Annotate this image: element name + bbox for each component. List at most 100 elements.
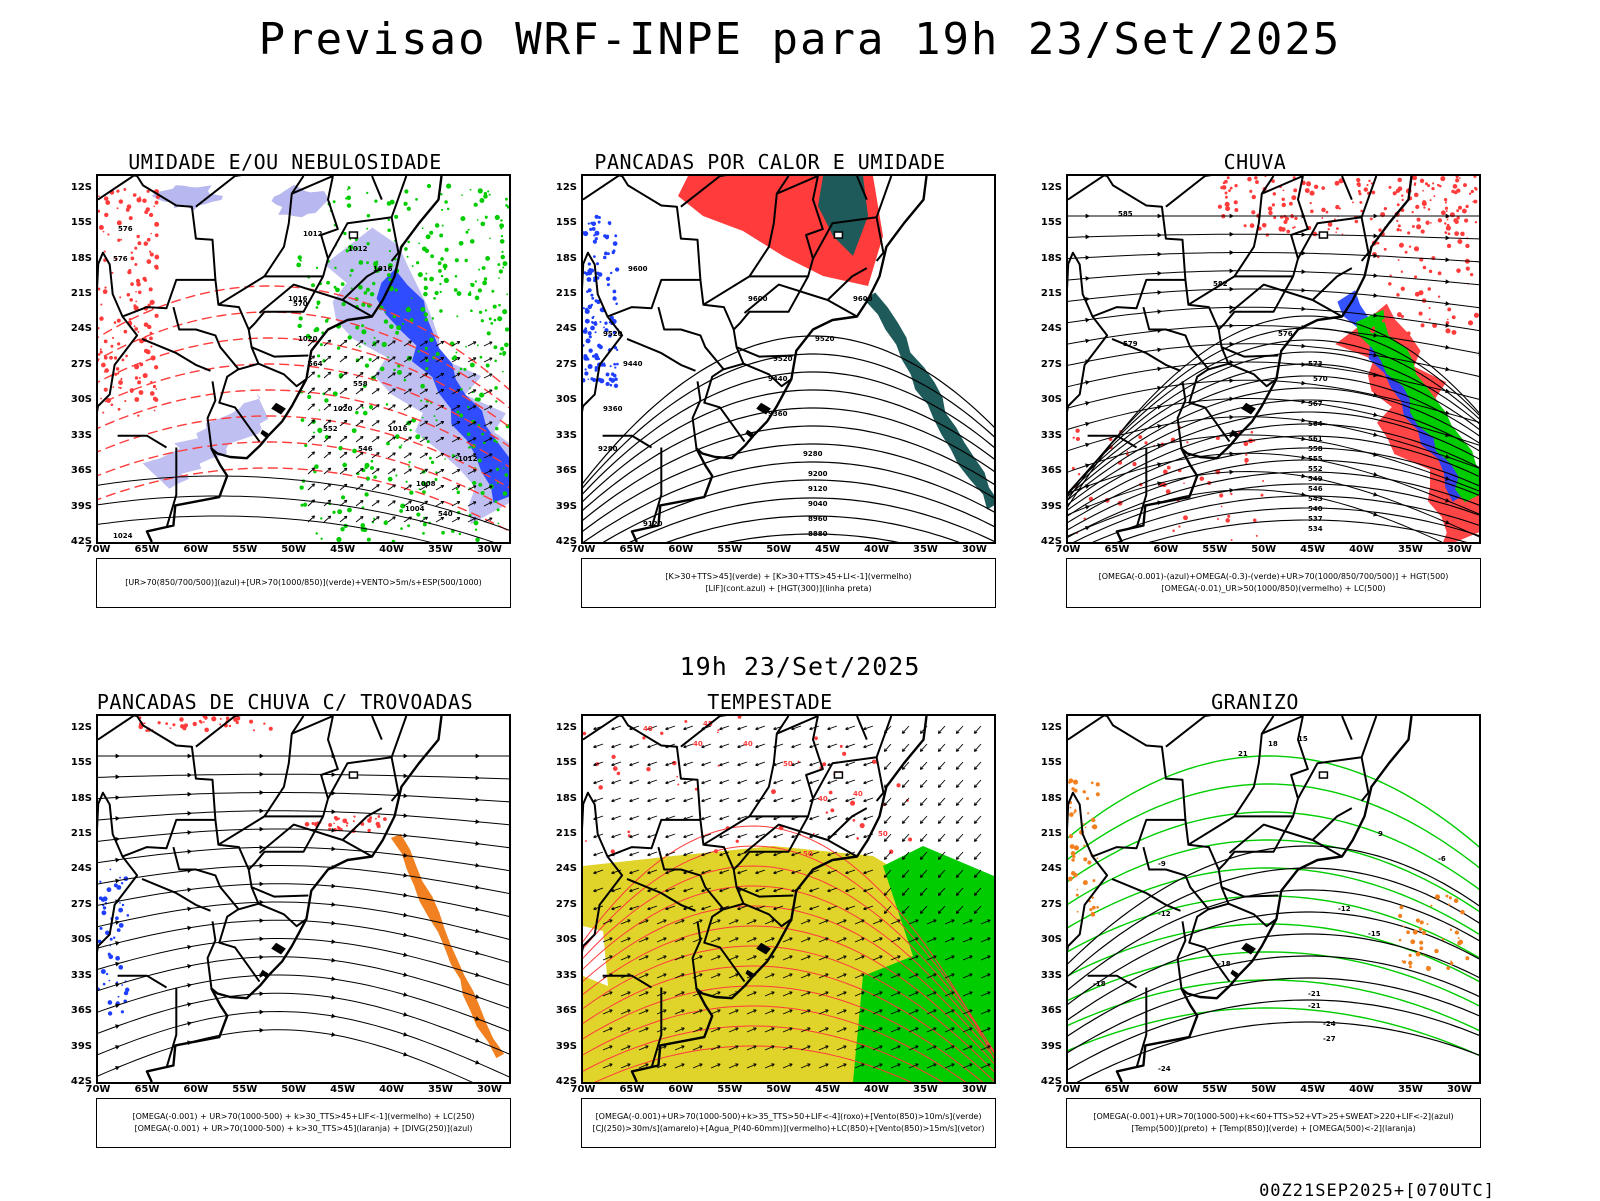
longitude-label: 60W — [1146, 1084, 1186, 1095]
streamlines — [98, 754, 509, 1082]
latitude-label: 12S — [1034, 182, 1062, 193]
contour-label: 1012 — [303, 230, 323, 238]
latitude-label: 12S — [1034, 722, 1062, 733]
longitude-label: 50W — [274, 1084, 314, 1095]
longitude-label: 55W — [225, 1084, 265, 1095]
contour-label: 9600 — [628, 265, 648, 273]
longitude-label: 65W — [1097, 544, 1137, 555]
longitude-label: 30W — [954, 544, 994, 555]
contour-label: 564 — [1308, 420, 1323, 428]
political-border — [259, 364, 307, 387]
longitude-label: 45W — [323, 544, 363, 555]
latitude-label: 21S — [549, 828, 577, 839]
coastline — [147, 716, 442, 1082]
contour-label: 8960 — [808, 515, 828, 523]
latitude-label: 12S — [64, 182, 92, 193]
legend-box: [K>30+TTS>45](verde) + [K>30+TTS>45+LI<-… — [581, 558, 996, 608]
contour-label: 585 — [1118, 210, 1133, 218]
political-border — [1068, 253, 1185, 317]
contour-labels: 40404040404050455050 — [643, 720, 888, 858]
latitude-label: 27S — [549, 899, 577, 910]
political-border — [1068, 176, 1112, 200]
map-canvas: -6-9-12-12-15-18-18-21-24-27-24-21211815… — [1068, 716, 1479, 1082]
legend-text: [OMEGA(-0.001) + UR>70(1000-500) + k>30_… — [134, 1123, 472, 1135]
contour-line — [583, 462, 994, 542]
contour-labels: 9600960095209520944093609280920091209040… — [598, 265, 873, 538]
latitude-label: 12S — [549, 182, 577, 193]
political-border — [1313, 808, 1352, 840]
contour-label: -24 — [1323, 1020, 1336, 1028]
political-border — [583, 176, 627, 200]
contour-label: 40 — [743, 740, 753, 748]
coastline — [1117, 176, 1412, 542]
map-marker — [1319, 772, 1327, 778]
contour-label: 9 — [1378, 830, 1383, 838]
map-marker — [834, 232, 842, 238]
latitude-label: 18S — [549, 253, 577, 264]
longitude-label: 55W — [1195, 544, 1235, 555]
contour-label: 570 — [1313, 375, 1328, 383]
political-border — [259, 904, 307, 927]
longitude-label: 50W — [759, 544, 799, 555]
latitude-label: 27S — [549, 359, 577, 370]
map-canvas: 40404040404050455050 — [583, 716, 994, 1082]
contour-label: 537 — [1308, 515, 1323, 523]
political-border — [372, 716, 382, 740]
latitude-label: 33S — [549, 430, 577, 441]
streamline — [1068, 234, 1479, 239]
red-water — [583, 716, 912, 854]
legend-text: [LIF](cont.azul) + [HGT(300)](linha pret… — [705, 583, 871, 595]
political-border — [1143, 307, 1209, 370]
contour-label: 21 — [1238, 750, 1248, 758]
contour-label: 561 — [1308, 435, 1323, 443]
latitude-label: 24S — [64, 323, 92, 334]
longitude-label: 35W — [1391, 544, 1431, 555]
contour-label: -12 — [1158, 910, 1171, 918]
political-border — [693, 381, 701, 448]
latitude-label: 18S — [1034, 253, 1062, 264]
longitude-label: 35W — [421, 1084, 461, 1095]
latitude-label: 39S — [64, 1041, 92, 1052]
latitude-label: 36S — [1034, 465, 1062, 476]
geography — [98, 716, 442, 1082]
longitude-label: 45W — [1293, 544, 1333, 555]
map-marker — [1319, 232, 1327, 238]
longitude-label: 30W — [1439, 1084, 1479, 1095]
political-border — [583, 793, 700, 857]
longitude-label: 60W — [1146, 544, 1186, 555]
panel-title: PANCADAS POR CALOR E UMIDADE — [545, 150, 995, 174]
latitude-label: 15S — [1034, 217, 1062, 228]
legend-text: [OMEGA(-0.001)+UR>70(1000-500)+k>35_TTS>… — [596, 1111, 982, 1123]
latitude-label: 21S — [64, 828, 92, 839]
contour-label: 9120 — [808, 485, 828, 493]
political-border — [328, 716, 406, 799]
contour-label: 1012 — [348, 245, 368, 253]
contour-label: -27 — [1323, 1035, 1336, 1043]
longitude-label: 35W — [906, 544, 946, 555]
panel-title: CHUVA — [1030, 150, 1480, 174]
latitude-label: 18S — [1034, 793, 1062, 804]
longitude-label: 50W — [1244, 1084, 1284, 1095]
contour-label: 9280 — [598, 445, 618, 453]
contour-label: 546 — [1308, 485, 1323, 493]
streamline — [1068, 271, 1479, 285]
legend-text: [UR>70(850/700/500)](azul)+[UR>70(1000/8… — [125, 577, 482, 589]
latitude-label: 30S — [64, 934, 92, 945]
contour-label: -12 — [1338, 905, 1351, 913]
longitude-label: 70W — [563, 544, 603, 555]
contour-label: -15 — [1368, 930, 1381, 938]
longitude-label: 55W — [225, 544, 265, 555]
contour-label: 40 — [818, 795, 828, 803]
longitude-label: 70W — [563, 1084, 603, 1095]
latitude-label: 33S — [1034, 430, 1062, 441]
longitude-label: 65W — [612, 544, 652, 555]
latitude-label: 30S — [549, 394, 577, 405]
latitude-label: 36S — [549, 1005, 577, 1016]
political-border — [1166, 176, 1244, 207]
latitude-label: 27S — [64, 899, 92, 910]
latitude-label: 15S — [64, 217, 92, 228]
